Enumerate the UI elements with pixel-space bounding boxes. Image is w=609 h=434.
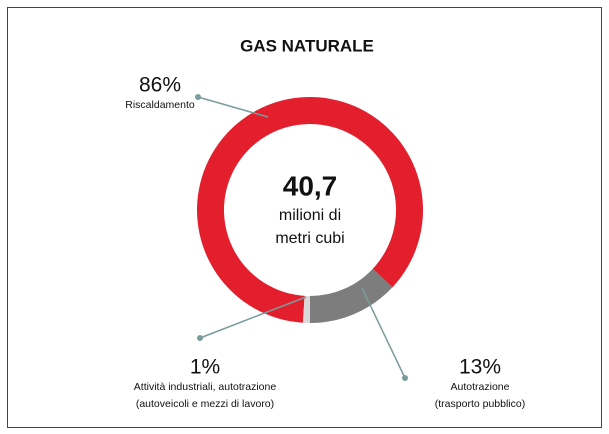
leader-dot (197, 335, 203, 341)
center-text: metri cubi (275, 230, 344, 247)
value-label: 13% (459, 356, 501, 379)
category-label: (trasporto pubblico) (435, 398, 525, 410)
leader-line (197, 96, 269, 118)
leader-line (199, 296, 307, 339)
center-text: milioni di (279, 207, 341, 224)
chart-title: GAS NATURALE (240, 36, 374, 55)
value-label: 86% (139, 74, 181, 97)
value-label: 1% (190, 356, 220, 379)
category-label: Riscaldamento (125, 99, 195, 111)
center-value: 40,7 (283, 170, 338, 201)
leader-line (361, 287, 406, 379)
category-label: Attività industriali, autotrazione (134, 381, 277, 393)
leader-dot (402, 375, 408, 381)
donut-slice (310, 268, 393, 323)
category-label: (autoveicoli e mezzi di lavoro) (136, 398, 274, 410)
frame (7, 7, 602, 428)
leader-dot (195, 94, 201, 100)
donut-slice (302, 295, 310, 323)
category-label: Autotrazione (451, 381, 510, 393)
